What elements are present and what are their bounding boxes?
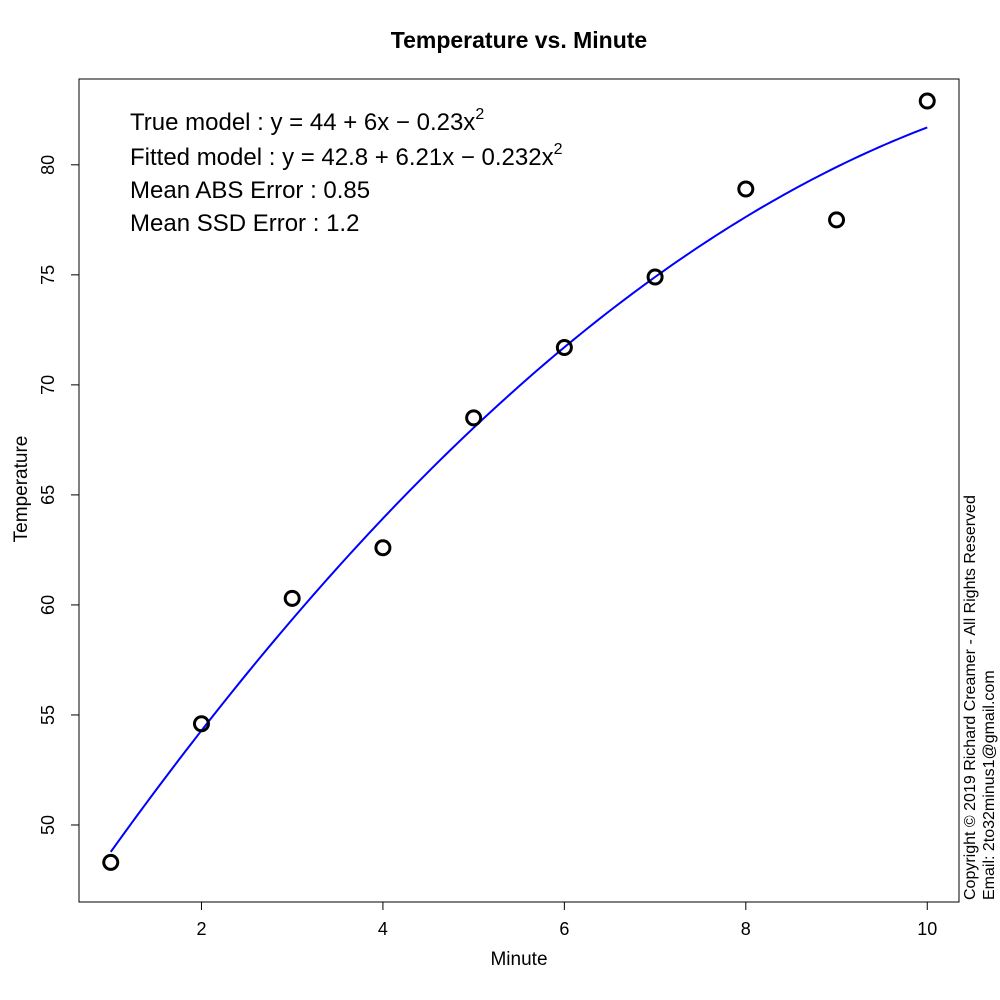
data-point — [828, 211, 846, 229]
x-tick-label: 10 — [917, 919, 937, 939]
x-tick-label: 4 — [378, 919, 388, 939]
x-tick-label: 6 — [559, 919, 569, 939]
y-tick-label: 65 — [38, 485, 58, 505]
data-point — [737, 180, 755, 198]
annotation-value: 0.85 — [323, 177, 370, 204]
y-tick-label: 55 — [38, 705, 58, 725]
data-point — [918, 92, 936, 110]
annotation-value: y = 42.8 + 6.21x − 0.232x — [282, 144, 554, 171]
annotation-label: True model : — [130, 109, 271, 136]
data-point — [465, 409, 483, 427]
annotation-exponent: 2 — [475, 106, 484, 123]
y-tick-label: 60 — [38, 595, 58, 615]
annotation-label: Fitted model : — [130, 144, 282, 171]
annotation-value: 1.2 — [326, 210, 359, 237]
data-point — [283, 589, 301, 607]
annotation-value: y = 44 + 6x − 0.23x — [271, 109, 476, 136]
annotation-line: Mean SSD Error : 1.2 — [130, 210, 359, 237]
email-line: Email: 2to32minus1@gmail.com — [981, 670, 998, 900]
y-tick-label: 50 — [38, 815, 58, 835]
y-tick-label: 75 — [38, 265, 58, 285]
fitted-curve-layer — [109, 126, 928, 853]
annotation-block: True model : y = 44 + 6x − 0.23x2Fitted … — [130, 106, 563, 237]
x-axis: 2 4 6 8 10 — [196, 902, 937, 939]
annotation-line: True model : y = 44 + 6x − 0.23x2 — [130, 106, 484, 136]
annotation-label: Mean SSD Error : — [130, 210, 326, 237]
y-tick-label: 70 — [38, 375, 58, 395]
data-point — [374, 539, 392, 557]
x-tick-label: 2 — [196, 919, 206, 939]
annotation-line: Fitted model : y = 42.8 + 6.21x − 0.232x… — [130, 141, 563, 171]
annotation-exponent: 2 — [554, 141, 563, 158]
data-point — [555, 338, 573, 356]
plot-frame — [78, 78, 960, 903]
y-axis: 50 55 60 65 70 75 80 — [38, 155, 79, 835]
data-point — [646, 268, 664, 286]
annotation-line: Mean ABS Error : 0.85 — [130, 177, 370, 204]
y-axis-label: Temperature — [11, 436, 32, 543]
fitted-curve-line — [109, 126, 928, 853]
data-point — [192, 715, 210, 733]
chart-title: Temperature vs. Minute — [391, 27, 647, 53]
copyright-line: Copyright © 2019 Richard Creamer - All R… — [962, 495, 979, 900]
y-tick-label: 80 — [38, 155, 58, 175]
x-tick-label: 8 — [741, 919, 751, 939]
data-point — [102, 853, 120, 871]
annotation-label: Mean ABS Error : — [130, 177, 323, 204]
x-axis-label: Minute — [490, 949, 547, 970]
data-points-layer — [102, 92, 936, 871]
